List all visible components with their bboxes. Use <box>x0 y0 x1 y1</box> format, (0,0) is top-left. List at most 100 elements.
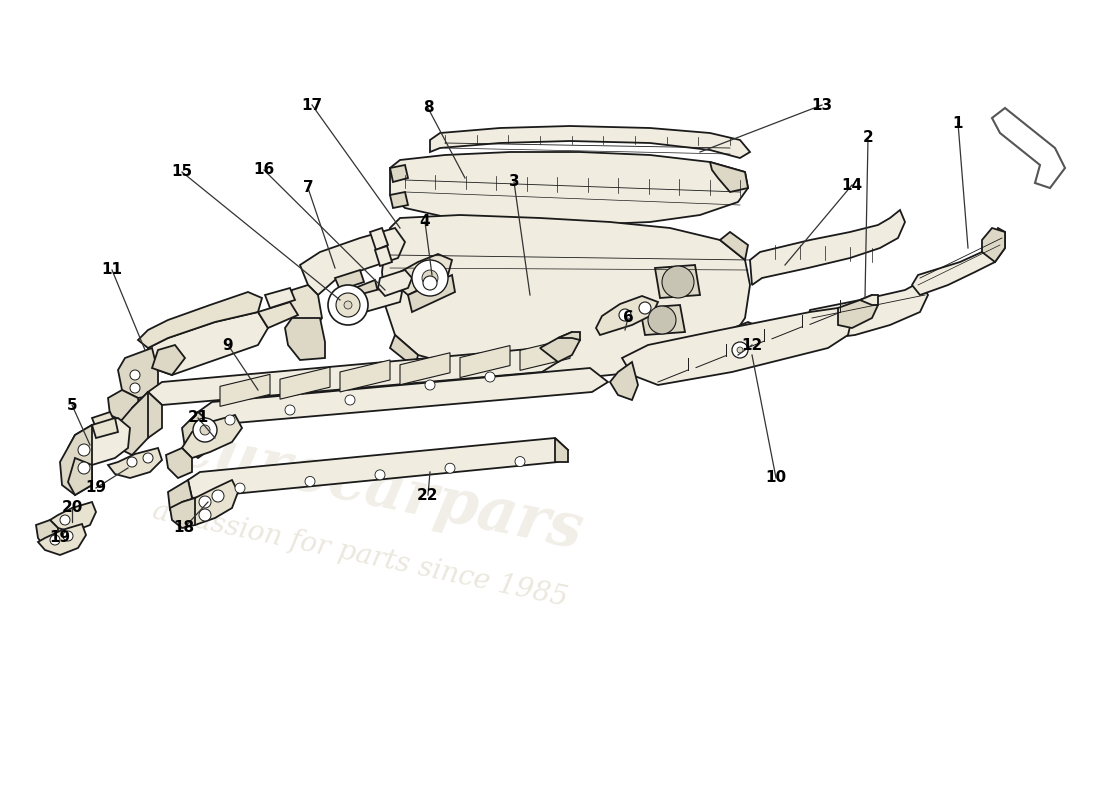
Circle shape <box>515 457 525 466</box>
Circle shape <box>60 515 70 525</box>
Polygon shape <box>198 368 608 425</box>
Polygon shape <box>460 346 510 378</box>
Text: 7: 7 <box>302 181 313 195</box>
Text: 14: 14 <box>842 178 862 193</box>
Polygon shape <box>396 254 452 295</box>
Polygon shape <box>36 520 58 548</box>
Circle shape <box>126 457 138 467</box>
Polygon shape <box>982 228 1005 262</box>
Polygon shape <box>336 270 364 290</box>
Polygon shape <box>39 524 86 555</box>
Polygon shape <box>390 192 408 208</box>
Text: 4: 4 <box>420 214 430 230</box>
Text: 8: 8 <box>422 101 433 115</box>
Text: eurocarpars: eurocarpars <box>170 418 588 562</box>
Polygon shape <box>168 480 192 520</box>
Text: 13: 13 <box>812 98 833 113</box>
Text: 3: 3 <box>508 174 519 190</box>
Polygon shape <box>288 285 322 332</box>
Polygon shape <box>382 215 750 378</box>
Polygon shape <box>860 295 878 305</box>
Circle shape <box>336 293 360 317</box>
Circle shape <box>78 462 90 474</box>
Polygon shape <box>108 448 162 478</box>
Circle shape <box>446 463 455 474</box>
Polygon shape <box>188 438 568 498</box>
Circle shape <box>375 470 385 480</box>
Polygon shape <box>220 374 270 406</box>
Polygon shape <box>390 152 748 225</box>
Circle shape <box>648 306 676 334</box>
Polygon shape <box>805 282 928 340</box>
Circle shape <box>422 270 438 286</box>
Polygon shape <box>182 412 212 458</box>
Polygon shape <box>540 332 580 362</box>
Polygon shape <box>166 448 192 478</box>
Text: 5: 5 <box>67 398 77 413</box>
Polygon shape <box>92 418 118 438</box>
Text: a passion for parts since 1985: a passion for parts since 1985 <box>150 498 570 612</box>
Circle shape <box>143 453 153 463</box>
Text: 17: 17 <box>301 98 322 113</box>
Polygon shape <box>390 165 408 182</box>
Circle shape <box>63 531 73 541</box>
Polygon shape <box>390 335 418 368</box>
Polygon shape <box>992 108 1065 188</box>
Text: 12: 12 <box>741 338 762 353</box>
Circle shape <box>212 490 224 502</box>
Polygon shape <box>912 228 1005 295</box>
Circle shape <box>130 370 140 380</box>
Polygon shape <box>375 246 392 266</box>
Circle shape <box>328 285 369 325</box>
Polygon shape <box>152 345 185 375</box>
Polygon shape <box>148 348 558 405</box>
Polygon shape <box>182 480 238 525</box>
Polygon shape <box>838 295 878 328</box>
Polygon shape <box>285 318 324 360</box>
Text: 22: 22 <box>417 487 439 502</box>
Circle shape <box>305 477 315 486</box>
Polygon shape <box>138 292 262 348</box>
Polygon shape <box>148 312 268 375</box>
Text: 15: 15 <box>172 165 192 179</box>
Polygon shape <box>68 418 130 465</box>
Text: 20: 20 <box>62 501 82 515</box>
Polygon shape <box>520 338 570 370</box>
Text: 2: 2 <box>862 130 873 146</box>
Polygon shape <box>654 265 700 298</box>
Circle shape <box>662 266 694 298</box>
Polygon shape <box>370 228 388 250</box>
Circle shape <box>732 342 748 358</box>
Circle shape <box>192 418 217 442</box>
Circle shape <box>424 276 437 290</box>
Polygon shape <box>558 332 580 340</box>
Text: 19: 19 <box>50 530 70 546</box>
Text: 9: 9 <box>222 338 233 353</box>
Polygon shape <box>750 210 905 285</box>
Circle shape <box>130 383 140 393</box>
Circle shape <box>199 509 211 521</box>
Circle shape <box>425 380 435 390</box>
Polygon shape <box>355 280 378 300</box>
Circle shape <box>639 302 651 314</box>
Text: 11: 11 <box>101 262 122 278</box>
Text: 6: 6 <box>623 310 634 326</box>
Polygon shape <box>92 412 116 428</box>
Polygon shape <box>378 270 412 296</box>
Polygon shape <box>408 275 455 312</box>
Polygon shape <box>621 308 852 385</box>
Circle shape <box>226 415 235 425</box>
Polygon shape <box>340 360 390 392</box>
Polygon shape <box>60 425 92 495</box>
Circle shape <box>78 444 90 456</box>
Polygon shape <box>556 438 568 462</box>
Polygon shape <box>132 392 162 438</box>
Circle shape <box>345 395 355 405</box>
Polygon shape <box>720 232 748 260</box>
Circle shape <box>199 496 211 508</box>
Polygon shape <box>50 502 96 532</box>
Polygon shape <box>610 362 638 400</box>
Text: 19: 19 <box>86 481 107 495</box>
Circle shape <box>485 372 495 382</box>
Circle shape <box>50 535 60 545</box>
